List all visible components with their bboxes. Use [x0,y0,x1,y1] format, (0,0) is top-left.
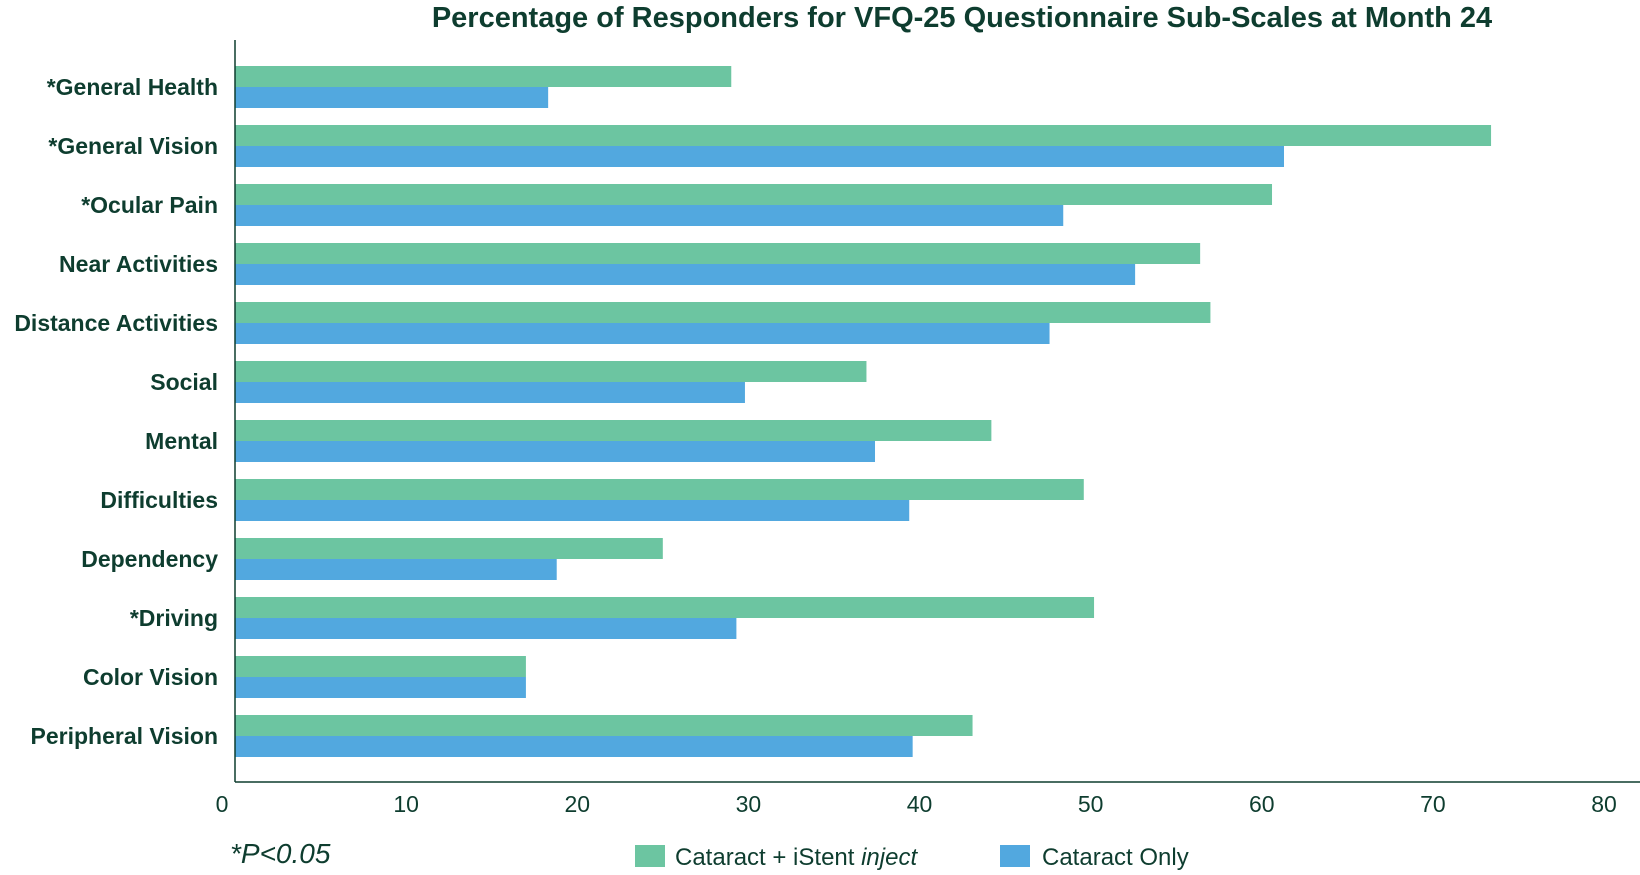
x-tick-label: 40 [907,791,933,817]
bar-istent-4 [235,302,1211,323]
bar-cataract-only-6 [235,441,876,462]
bar-cataract-only-7 [235,500,910,521]
category-label: *General Health [47,74,218,100]
chart-title: Percentage of Responders for VFQ-25 Ques… [432,2,1492,34]
x-tick-labels: 0 10 20 30 40 50 60 70 80 [216,791,1617,817]
category-label: *General Vision [48,133,218,159]
significance-footnote: *P<0.05 [230,838,331,869]
x-tick-label: 10 [393,791,419,817]
bar-cataract-only-1 [235,146,1284,167]
bar-cataract-only-4 [235,323,1050,344]
category-label: Difficulties [100,487,218,513]
bar-istent-7 [235,479,1084,500]
bar-istent-8 [235,538,663,559]
legend-label-istent: Cataract + iStent inject [675,844,918,871]
x-tick-label: 0 [216,791,229,817]
bar-istent-2 [235,184,1273,205]
legend-swatch-istent [635,845,665,867]
bar-istent-3 [235,243,1201,264]
category-label: Mental [145,428,218,454]
x-tick-label: 20 [564,791,590,817]
category-label: Social [150,369,218,395]
bar-cataract-only-9 [235,618,737,639]
bar-istent-5 [235,361,867,382]
legend-label-cataract-only: Cataract Only [1042,844,1189,871]
x-tick-label: 60 [1249,791,1275,817]
bar-istent-6 [235,420,992,441]
category-label: Distance Activities [14,310,218,336]
bar-istent-9 [235,597,1095,618]
bar-istent-0 [235,66,732,87]
bar-cataract-only-11 [235,736,913,757]
bar-cataract-only-5 [235,382,745,403]
category-label: Color Vision [83,664,218,690]
bar-cataract-only-0 [235,87,549,108]
category-label: *Ocular Pain [81,192,218,218]
bar-cataract-only-2 [235,205,1064,226]
category-label: Peripheral Vision [31,723,218,749]
legend-swatch-cataract-only [1000,845,1030,867]
category-label: Near Activities [59,251,218,277]
legend: Cataract + iStent inject Cataract Only [635,844,1189,871]
category-label: *Driving [130,605,218,631]
x-tick-label: 30 [736,791,762,817]
bar-istent-10 [235,656,526,677]
bar-istent-1 [235,125,1492,146]
axes [234,40,1640,783]
bars-layer [235,66,1492,757]
x-tick-label: 80 [1591,791,1617,817]
category-label: Dependency [81,546,218,572]
x-tick-label: 70 [1420,791,1446,817]
category-labels: *General Health *General Vision *Ocular Pa… [14,74,218,749]
x-tick-label: 50 [1078,791,1104,817]
bar-cataract-only-3 [235,264,1136,285]
bar-cataract-only-8 [235,559,557,580]
bar-istent-11 [235,715,973,736]
bar-cataract-only-10 [235,677,526,698]
